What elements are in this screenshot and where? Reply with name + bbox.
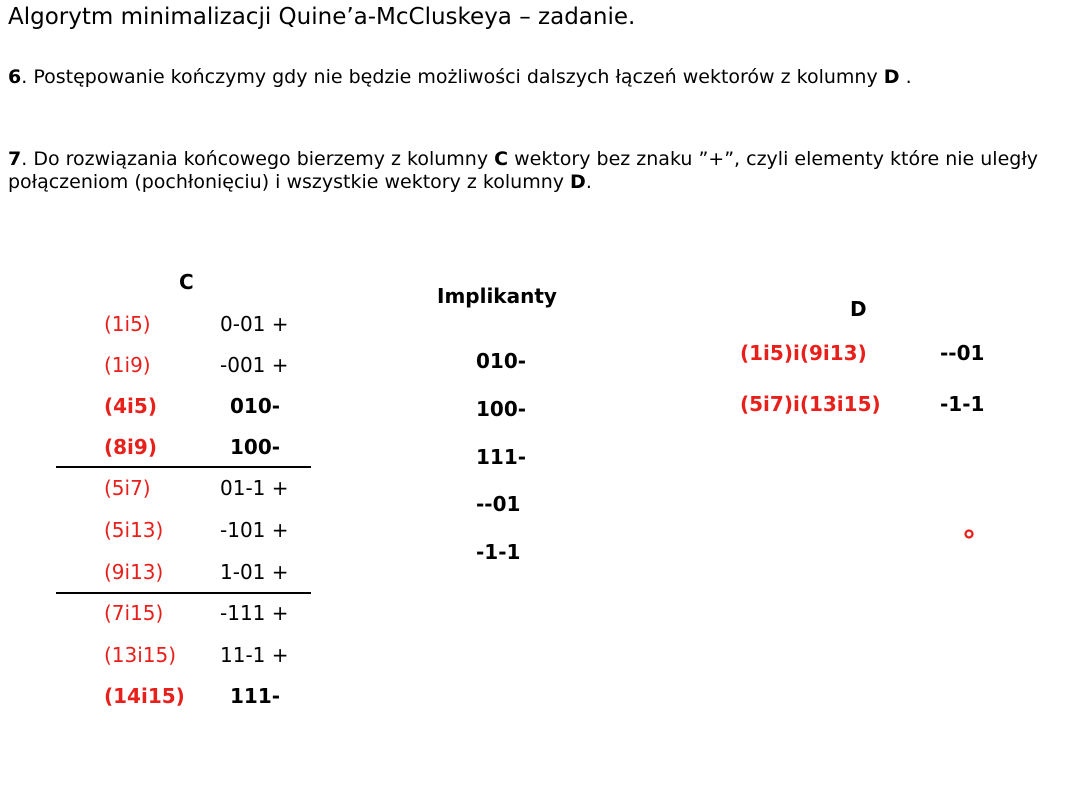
vector: -001 +: [220, 353, 289, 377]
step-6-column-d: D: [883, 66, 900, 88]
minterm-pair: (1i9): [104, 353, 151, 377]
group-separator: [56, 592, 311, 594]
vector: 100-: [230, 435, 281, 459]
minterm-pair: (14i15): [104, 684, 185, 708]
minterm-pair: (4i5): [104, 394, 157, 418]
vector: 010-: [230, 394, 281, 418]
laser-pointer-icon: [964, 529, 974, 539]
minterm-pair: (13i15): [104, 643, 177, 667]
vector: 111-: [230, 684, 281, 708]
group-separator: [56, 466, 311, 468]
slide-title: Algorytm minimalizacji Quine’a-McCluskey…: [8, 4, 636, 30]
step-7-column-d: D: [570, 171, 586, 193]
step-7-number: 7: [8, 148, 22, 170]
minterm-pair: (8i9): [104, 435, 157, 459]
minterm-pair: (7i15): [104, 601, 164, 625]
minterm-pair: (9i13): [104, 560, 164, 584]
minterm-pair: (5i7): [104, 476, 151, 500]
vector: 0-01 +: [220, 312, 289, 336]
vector: -111 +: [220, 601, 289, 625]
column-d-header: D: [850, 297, 867, 321]
vector: 1-01 +: [220, 560, 289, 584]
vector: 11-1 +: [220, 643, 289, 667]
implicant-item: 100-: [476, 397, 527, 421]
step-6-text-b: .: [899, 66, 912, 88]
step-7-column-c: C: [494, 148, 509, 170]
implicant-item: 111-: [476, 445, 527, 469]
step-7-paragraph: 7. Do rozwiązania końcowego bierzemy z k…: [8, 148, 1063, 194]
minterm-pair: (5i13): [104, 518, 164, 542]
step-6-paragraph: 6. Postępowanie kończymy gdy nie będzie …: [8, 66, 1063, 89]
implicant-item: 010-: [476, 349, 527, 373]
step-7-text-b: wektory bez znaku ”+”, czyli elementy kt…: [8, 148, 1038, 193]
column-c-header: C: [179, 270, 194, 294]
vector: -101 +: [220, 518, 289, 542]
implicant-item: -1-1: [476, 540, 521, 564]
minterm-pair: (1i5)i(9i13): [740, 341, 867, 365]
vector: --01: [940, 341, 985, 365]
implicant-item: --01: [476, 492, 521, 516]
minterm-pair: (1i5): [104, 312, 151, 336]
step-6-number: 6: [8, 66, 22, 88]
step-7-text-a: . Do rozwiązania końcowego bierzemy z ko…: [21, 148, 495, 170]
step-7-text-c: .: [585, 171, 592, 193]
implicants-header: Implikanty: [437, 284, 557, 308]
vector: 01-1 +: [220, 476, 289, 500]
minterm-pair: (5i7)i(13i15): [740, 392, 881, 416]
step-6-text-a: . Postępowanie kończymy gdy nie będzie m…: [21, 66, 884, 88]
vector: -1-1: [940, 392, 985, 416]
